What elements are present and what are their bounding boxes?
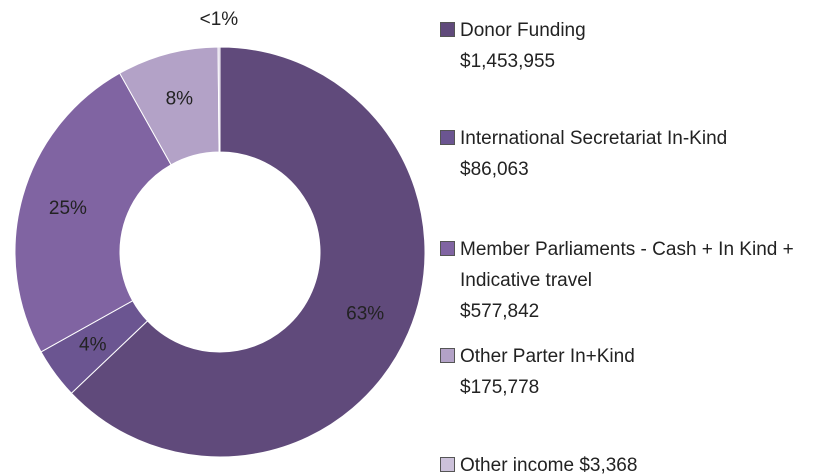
data-label: 25% <box>49 198 87 219</box>
legend-label: Other Parter In+Kind <box>460 346 635 367</box>
donut: 63% 4% 25% 8% <1% <box>14 9 426 458</box>
legend-item: Other Parter In+Kind $175,778 <box>440 341 820 403</box>
legend-text: Member Parliaments - Cash + In Kind + In… <box>460 234 820 327</box>
legend-label: Member Parliaments - Cash + In Kind + In… <box>460 239 794 291</box>
data-label: <1% <box>200 9 239 30</box>
slice <box>14 72 172 353</box>
legend-amount: $577,842 <box>460 301 540 322</box>
legend-amount: $3,368 <box>579 455 638 475</box>
legend-swatch <box>440 22 455 37</box>
legend-label: Other income <box>460 455 575 475</box>
legend-amount: $1,453,955 <box>460 51 556 72</box>
data-label: 63% <box>346 303 384 324</box>
legend-text: Other Parter In+Kind $175,778 <box>460 341 820 403</box>
legend-label: International Secretariat In-Kind <box>460 128 728 149</box>
slice <box>70 46 426 458</box>
legend-swatch <box>440 348 455 363</box>
legend-swatch <box>440 457 455 472</box>
legend-amount: $175,778 <box>460 377 540 398</box>
legend-label: Donor Funding <box>460 20 586 41</box>
legend-text: Other income $3,368 <box>460 450 820 475</box>
legend-amount: $86,063 <box>460 159 529 180</box>
legend-swatch <box>440 130 455 145</box>
legend-item: International Secretariat In-Kind $86,06… <box>440 123 820 185</box>
legend-text: International Secretariat In-Kind $86,06… <box>460 123 820 185</box>
slice <box>217 46 221 153</box>
legend-swatch <box>440 241 455 256</box>
legend-item: Other income $3,368 <box>440 450 820 475</box>
data-label: 8% <box>166 88 194 109</box>
legend-item: Donor Funding $1,453,955 <box>440 15 820 77</box>
legend-item: Member Parliaments - Cash + In Kind + In… <box>440 234 820 327</box>
legend-text: Donor Funding $1,453,955 <box>460 15 820 77</box>
data-label: 4% <box>79 335 107 356</box>
